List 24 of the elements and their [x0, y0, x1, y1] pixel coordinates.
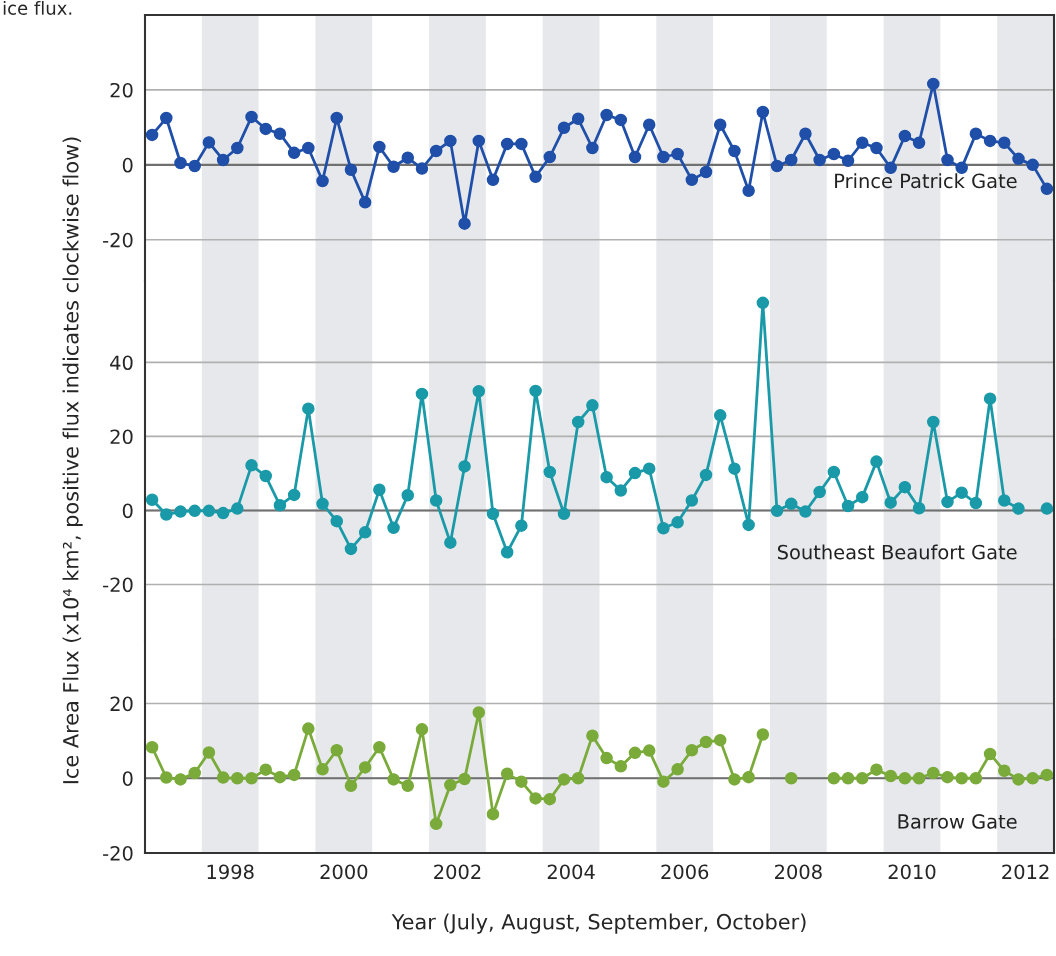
- series-label: Prince Patrick Gate: [835, 173, 1017, 189]
- text: ice flux.: [3, 0, 72, 15]
- x-tick-label: 2002: [434, 864, 481, 880]
- x-tick-label: 1998: [207, 864, 254, 880]
- y-tick-label: -20: [103, 577, 133, 593]
- x-tick-label: 2006: [661, 864, 709, 880]
- y-tick-label: 20: [110, 696, 133, 712]
- x-tick-label: 2012: [1002, 864, 1049, 880]
- series-label: Southeast Beaufort Gate: [777, 544, 1017, 560]
- y-tick-label: -20: [103, 845, 133, 861]
- x-tick-label: 2010: [888, 864, 936, 880]
- y-tick-label: 20: [110, 82, 133, 98]
- y-tick-label: 0: [122, 157, 133, 173]
- x-axis-title: Year (July, August, September, October): [391, 913, 806, 934]
- x-tick-label: 2000: [320, 864, 368, 880]
- x-tick-label: 2008: [775, 864, 822, 880]
- y-tick-label: 20: [110, 429, 133, 445]
- y-tick-label: 0: [122, 503, 133, 519]
- y-tick-label: 40: [110, 355, 133, 371]
- x-tick-label: 2004: [547, 864, 595, 880]
- y-tick-label: 0: [122, 771, 133, 786]
- y-tick-label: -20: [103, 232, 133, 248]
- series-label: Barrow Gate: [898, 814, 1017, 829]
- y-axis-title: Ice Area Flux (x10⁴ km², positive flux indicates clockwise flow): [62, 137, 83, 784]
